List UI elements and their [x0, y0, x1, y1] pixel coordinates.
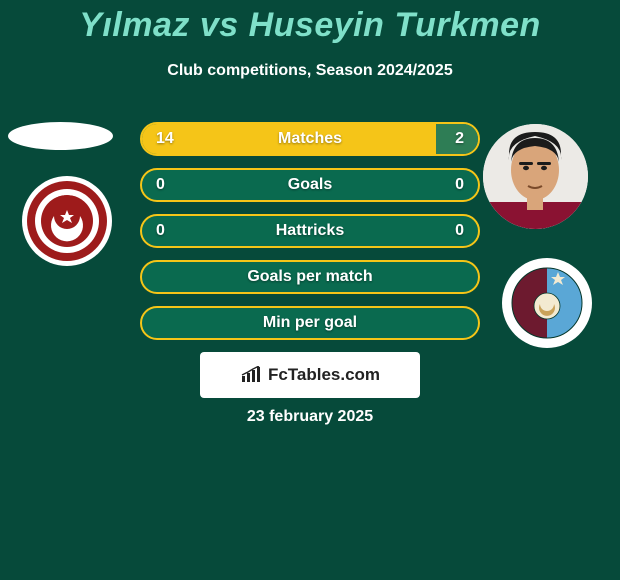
stat-bar-label: Hattricks	[142, 216, 478, 246]
stat-bar-row: Matches14 2	[140, 122, 480, 156]
stat-bar-value-right: 0	[455, 170, 464, 200]
player-right-club-badge	[502, 258, 592, 348]
stat-bars: Matches142Goals00Hattricks00Goals per ma…	[140, 122, 480, 352]
page-title: Yılmaz vs Huseyin Turkmen	[0, 6, 620, 45]
stat-bar-value-left: 0	[156, 170, 165, 200]
stat-bar-value-left: 14	[156, 124, 174, 154]
stat-bar-label: Goals	[142, 170, 478, 200]
trabzonspor-badge-icon	[508, 264, 586, 342]
player-left-club-badge: HATAYSPOR	[22, 176, 112, 266]
stat-bar-value-right: 0	[455, 216, 464, 246]
watermark-text: FcTables.com	[268, 365, 380, 385]
watermark: FcTables.com	[200, 352, 420, 398]
player-right-avatar	[483, 124, 588, 229]
stat-bar-row: Goals per match	[140, 260, 480, 294]
hatayspor-badge-icon: HATAYSPOR	[26, 180, 108, 262]
stat-bar-label: Matches	[142, 124, 478, 154]
stat-bar-row: Hattricks0 0	[140, 214, 480, 248]
stat-bar-value-left: 0	[156, 216, 165, 246]
stat-bar-label: Min per goal	[142, 308, 478, 338]
player-left-avatar	[8, 122, 113, 150]
bar-chart-icon	[240, 366, 262, 384]
date-text: 23 february 2025	[0, 408, 620, 426]
stat-bar-row: Min per goal	[140, 306, 480, 340]
stat-bar-value-right: 2	[455, 124, 464, 154]
comparison-infographic: Yılmaz vs Huseyin Turkmen Club competiti…	[0, 0, 620, 580]
stat-bar-label: Goals per match	[142, 262, 478, 292]
subtitle: Club competitions, Season 2024/2025	[0, 62, 620, 80]
stat-bar-row: Goals0 0	[140, 168, 480, 202]
player-right-face-icon	[483, 124, 588, 229]
